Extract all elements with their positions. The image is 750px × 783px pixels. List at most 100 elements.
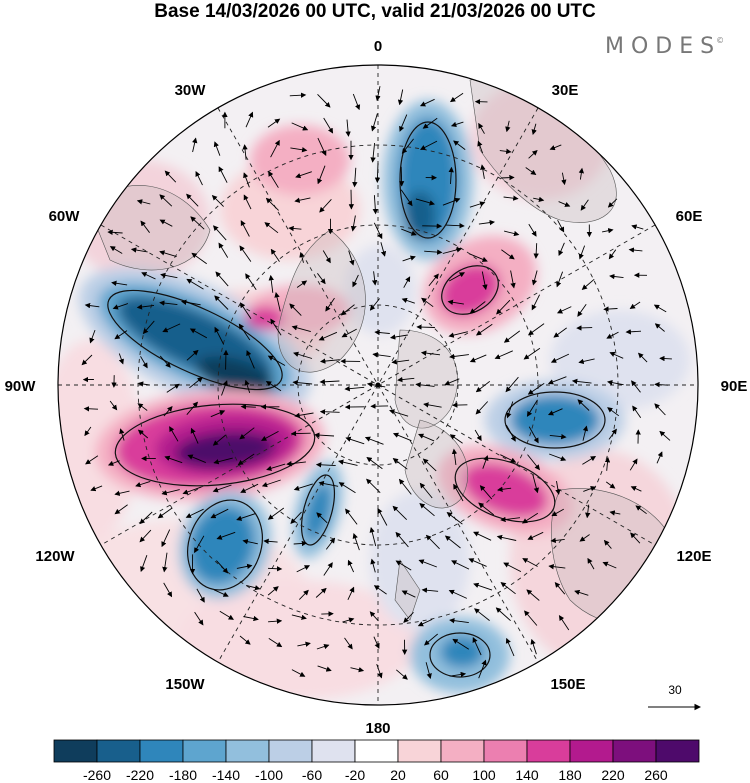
wind-vector: [448, 166, 454, 185]
wind-vector: [216, 560, 229, 574]
wind-vector: [401, 590, 416, 598]
wind-vector: [190, 216, 205, 230]
wind-vector: [521, 512, 539, 524]
wind-vector: [524, 610, 538, 626]
wind-vector: [267, 566, 283, 572]
wind-vector: [196, 588, 205, 603]
wind-vector: [139, 511, 153, 525]
wind-vector: [268, 638, 283, 648]
lon-label-120w: 120W: [35, 548, 75, 565]
wind-vector: [89, 329, 96, 344]
wind-vector: [239, 427, 255, 440]
wind-vector: [317, 165, 326, 185]
wind-vector: [186, 193, 199, 207]
colorbar-tick-label: 140: [515, 767, 539, 783]
wind-vector: [286, 460, 306, 467]
wind-vector: [525, 167, 537, 176]
lon-label-150w: 150W: [165, 676, 205, 693]
wind-vector: [137, 429, 149, 439]
wind-vector: [107, 460, 120, 466]
wind-vector: [221, 380, 228, 396]
wind-vector: [505, 376, 519, 393]
wind-vector: [478, 122, 485, 134]
lon-label-30e: 30E: [552, 82, 579, 99]
lon-label-90w: 90W: [5, 378, 37, 395]
wind-vector: [481, 271, 488, 291]
wind-vector: [423, 402, 442, 408]
wind-vector: [425, 662, 432, 679]
wind-vector: [526, 589, 540, 601]
wind-vector: [265, 381, 282, 392]
wind-vector: [159, 300, 178, 306]
wind-vector: [630, 486, 642, 492]
wind-vector: [373, 585, 387, 595]
wind-vector: [243, 615, 259, 622]
wind-vector: [320, 358, 340, 364]
wind-vector: [323, 117, 334, 134]
wind-vector: [501, 249, 515, 260]
colorbar-swatch: [225, 739, 270, 763]
wind-vector: [181, 299, 201, 306]
wind-vector: [503, 330, 521, 343]
wind-vector: [469, 301, 486, 314]
colorbar-swatch: [440, 739, 485, 763]
wind-vector: [532, 474, 539, 494]
wind-vector: [325, 537, 336, 550]
wind-vector: [364, 436, 384, 445]
lon-label-60e: 60E: [676, 208, 703, 225]
wind-vector: [111, 280, 128, 286]
wind-vector: [315, 462, 336, 468]
wind-vector: [214, 326, 225, 345]
wind-vector: [605, 481, 616, 489]
wind-vector: [415, 198, 435, 206]
wind-vector: [469, 201, 486, 208]
wind-vector: [261, 431, 279, 441]
wind-vector: [397, 376, 415, 383]
wind-vector: [376, 663, 383, 679]
wind-vector: [325, 297, 335, 312]
wind-vector: [571, 378, 592, 385]
wind-vector: [350, 667, 365, 673]
wind-vector: [294, 412, 314, 419]
wind-vector: [246, 350, 255, 369]
wind-vector: [451, 448, 458, 465]
wind-vector: [298, 589, 309, 600]
wind-vector: [449, 353, 469, 360]
wind-vector: [549, 453, 567, 462]
colorbar-swatch: [483, 739, 528, 763]
wind-vector: [475, 401, 489, 415]
wind-vector: [609, 510, 621, 516]
wind-vector: [317, 137, 327, 157]
wind-vector: [654, 403, 666, 416]
wind-vector: [140, 220, 150, 233]
wind-vector: [372, 195, 379, 215]
wind-vector: [631, 224, 644, 230]
wind-vector: [582, 456, 597, 465]
wind-vector: [659, 355, 672, 362]
wind-vector: [444, 378, 460, 386]
wind-vector: [389, 409, 409, 417]
wind-vector: [261, 479, 281, 488]
wind-vector: [90, 485, 103, 492]
wind-vector: [270, 248, 280, 262]
wind-vector: [242, 539, 258, 545]
wind-vector: [398, 478, 412, 495]
contour-lines: [107, 121, 606, 678]
wind-vector: [418, 559, 437, 568]
colorbar-tick-label: -260: [83, 767, 111, 783]
wind-vector: [316, 512, 328, 524]
wind-vector: [159, 194, 173, 207]
colorbar-tick-label: 20: [390, 767, 406, 783]
wind-vector: [237, 453, 255, 466]
wind-vector: [653, 304, 667, 313]
wind-vector: [135, 480, 151, 488]
wind-vector: [607, 379, 624, 386]
wind-vector: [214, 295, 229, 310]
wind-vector: [373, 636, 380, 649]
wind-vector: [479, 485, 493, 500]
wind-vector: [392, 458, 408, 470]
wind-vector: [265, 197, 279, 211]
wind-vector: [523, 347, 541, 360]
wind-vector: [190, 427, 199, 444]
wind-vector: [452, 638, 470, 650]
